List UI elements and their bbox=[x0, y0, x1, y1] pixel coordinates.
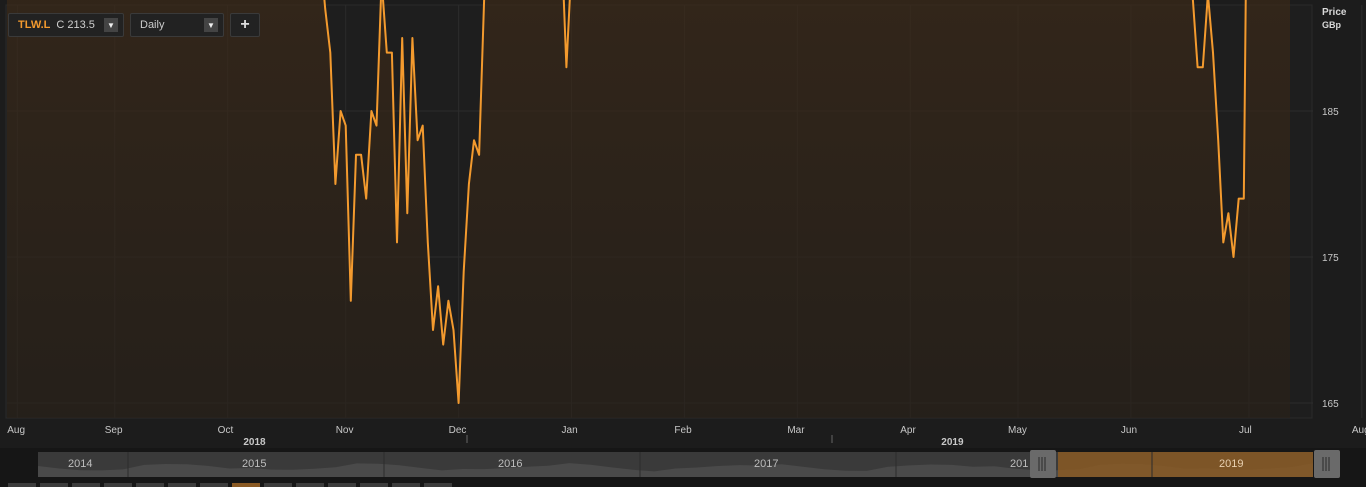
chevron-down-icon[interactable]: ▼ bbox=[104, 18, 118, 32]
range-button[interactable] bbox=[72, 483, 100, 487]
x-tick-label: May bbox=[1008, 425, 1027, 436]
close-price-label: C 213.5 bbox=[56, 19, 95, 31]
chart-toolbar: TLW.L C 213.5 ▼ Daily ▼ + bbox=[8, 13, 260, 38]
frequency-selector[interactable]: Daily ▼ bbox=[130, 13, 224, 37]
symbol-selector[interactable]: TLW.L C 213.5 ▼ bbox=[8, 13, 124, 37]
range-button[interactable] bbox=[392, 483, 420, 487]
navigator-year-label: 2019 bbox=[1219, 458, 1243, 470]
navigator-selection bbox=[1058, 452, 1313, 477]
y-axis: 165175185195205215225235245255265PriceGB… bbox=[1322, 7, 1347, 410]
x-tick-label: Apr bbox=[900, 425, 916, 436]
chevron-down-icon[interactable]: ▼ bbox=[204, 18, 218, 32]
x-tick-label: Jun bbox=[1121, 425, 1137, 436]
navigator-year-label: 201 bbox=[1010, 458, 1028, 470]
x-tick-label: Aug bbox=[7, 425, 25, 436]
y-tick-label: 165 bbox=[1322, 399, 1339, 410]
x-tick-label: Mar bbox=[787, 425, 805, 436]
range-button[interactable] bbox=[360, 483, 388, 487]
y-tick-label: 185 bbox=[1322, 107, 1339, 118]
navigator: 2014 2015 2016 2017 201 2019 bbox=[0, 448, 1366, 487]
x-tick-label: Dec bbox=[449, 425, 467, 436]
price-area-fill bbox=[7, 0, 1290, 418]
x-tick-label: Aug bbox=[1352, 425, 1366, 436]
x-tick-label: Sep bbox=[105, 425, 123, 436]
range-button[interactable] bbox=[40, 483, 68, 487]
navigator-handle[interactable] bbox=[1030, 450, 1056, 478]
axis-title-price: Price bbox=[1322, 7, 1347, 18]
range-button[interactable] bbox=[424, 483, 452, 487]
range-button[interactable] bbox=[232, 483, 260, 487]
x-year-label: 2018 bbox=[243, 437, 266, 448]
x-year-label: 2019 bbox=[941, 437, 964, 448]
range-button[interactable] bbox=[200, 483, 228, 487]
y-tick-label: 175 bbox=[1322, 253, 1339, 264]
x-tick-label: Oct bbox=[218, 425, 234, 436]
navigator-year-label: 2017 bbox=[754, 458, 778, 470]
x-tick-label: Feb bbox=[674, 425, 692, 436]
x-tick-label: Jul bbox=[1239, 425, 1252, 436]
x-axis: Aug Sep Oct Nov Dec Jan Feb Mar Apr May Jun Jul Aug 2… bbox=[7, 425, 1366, 448]
range-button[interactable] bbox=[296, 483, 324, 487]
navigator-year-label: 2014 bbox=[68, 458, 92, 470]
range-button[interactable] bbox=[168, 483, 196, 487]
symbol-label: TLW.L bbox=[18, 19, 51, 31]
navigator-year-label: 2016 bbox=[498, 458, 522, 470]
range-button[interactable] bbox=[328, 483, 356, 487]
range-button[interactable] bbox=[8, 483, 36, 487]
plot-area bbox=[7, 0, 1290, 418]
navigator-handle[interactable] bbox=[1314, 450, 1340, 478]
x-tick-label: Jan bbox=[562, 425, 578, 436]
range-button[interactable] bbox=[264, 483, 292, 487]
navigator-year-label: 2015 bbox=[242, 458, 266, 470]
add-indicator-button[interactable]: + bbox=[230, 13, 260, 37]
frequency-label: Daily bbox=[140, 19, 165, 31]
navigator-history bbox=[38, 463, 1313, 477]
x-tick-label: Nov bbox=[336, 425, 354, 436]
axis-title-unit: GBp bbox=[1322, 20, 1342, 30]
range-button[interactable] bbox=[136, 483, 164, 487]
range-button[interactable] bbox=[104, 483, 132, 487]
